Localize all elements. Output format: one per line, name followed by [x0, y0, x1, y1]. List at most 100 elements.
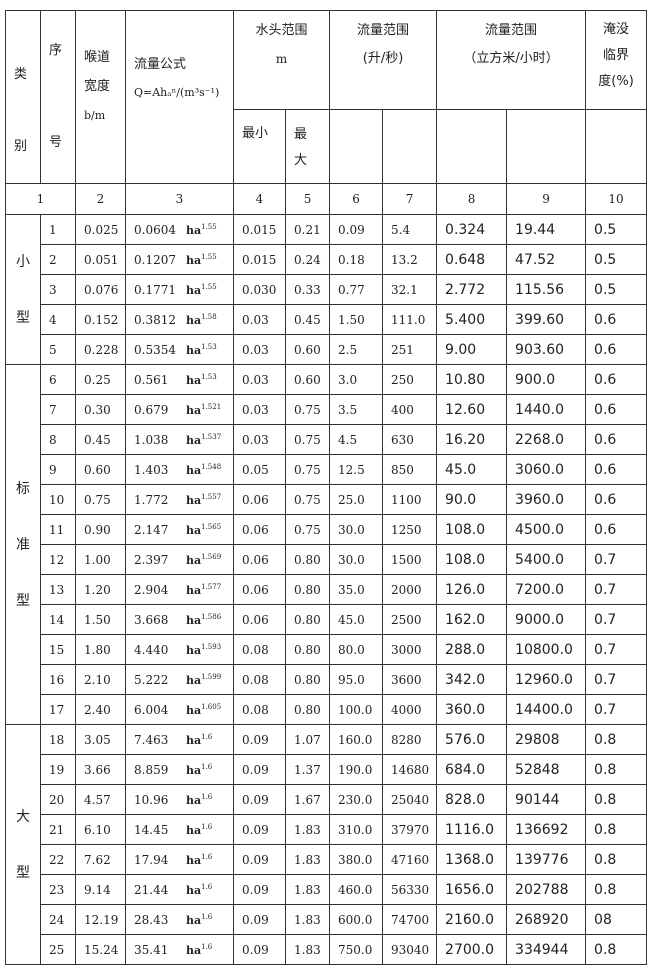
category-cell: 大型 [5, 724, 41, 965]
coefficient: 28.43 [134, 912, 169, 927]
flow-m3h-max-cell: 47.52 [506, 244, 587, 275]
head-max-cell: 0.80 [284, 634, 331, 665]
submergence-cell: 0.6 [585, 364, 648, 395]
formula-cell: 3.668 ha1.586 [125, 604, 234, 635]
flow-ls-max-cell: 1100 [382, 484, 438, 515]
coefficient: 1.038 [134, 432, 169, 447]
formula-cell: 28.43 ha1.6 [125, 904, 234, 935]
exponent: 1.586 [201, 612, 222, 621]
table-row: 15 1.80 4.440 ha1.593 0.08 0.80 80.0 3000 288.0 1… [6, 634, 648, 665]
head-min-cell: 0.03 [233, 304, 286, 335]
exponent: 1.6 [201, 912, 213, 921]
index-cell: 9 [40, 454, 76, 485]
formula-cell: 0.3812 ha1.58 [125, 304, 234, 335]
table-row: 21 6.10 14.45 ha1.6 0.09 1.83 310.0 37970 1116.0… [6, 814, 648, 845]
category-label: 准 [16, 536, 30, 553]
coefficient: 1.403 [134, 462, 169, 477]
head-min-cell: 0.06 [233, 484, 286, 515]
formula-variable: ha [186, 703, 202, 717]
flow-m3h-min-cell: 108.0 [436, 514, 508, 545]
header-text: 水头范围 [255, 23, 308, 38]
header-text: 流量范围 [357, 23, 410, 38]
width-cell: 0.75 [75, 484, 126, 515]
coefficient: 21.44 [134, 882, 169, 897]
flow-ls-min-cell: 30.0 [329, 544, 384, 575]
formula-variable: ha [186, 343, 202, 357]
formula-cell: 21.44 ha1.6 [125, 874, 234, 905]
column-number-row: 1 2 3 4 5 6 7 8 9 10 [5, 183, 648, 215]
flow-m3h-min-cell: 342.0 [436, 664, 508, 695]
table-row: 10 0.75 1.772 ha1.557 0.06 0.75 25.0 1100 90.0 39… [6, 484, 648, 515]
flow-m3h-max-cell: 334944 [506, 934, 587, 965]
submergence-cell: 0.6 [585, 514, 648, 545]
exponent: 1.6 [201, 822, 213, 831]
flow-m3h-min-cell: 1368.0 [436, 844, 508, 875]
formula-cell: 2.397 ha1.569 [125, 544, 234, 575]
submergence-cell: 0.7 [585, 544, 648, 575]
submergence-cell: 0.8 [585, 934, 648, 965]
table-row: 24 12.19 28.43 ha1.6 0.09 1.83 600.0 74700 2160.… [6, 904, 648, 935]
formula-cell: 2.904 ha1.577 [125, 574, 234, 605]
index-cell: 24 [40, 904, 76, 935]
table-row: 19 3.66 8.859 ha1.6 0.09 1.37 190.0 14680 684.0 5… [6, 754, 648, 785]
flow-m3h-min-cell: 1656.0 [436, 874, 508, 905]
flow-m3h-min-cell: 10.80 [436, 364, 508, 395]
exponent: 1.569 [201, 552, 222, 561]
flow-m3h-max-cell: 115.56 [506, 274, 587, 305]
formula-cell: 0.561 ha1.53 [125, 364, 234, 395]
flow-m3h-min-cell: 1116.0 [436, 814, 508, 845]
flow-ls-min-cell: 160.0 [329, 724, 384, 755]
flow-m3h-max-cell: 4500.0 [506, 514, 587, 545]
flow-m3h-max-cell: 90144 [506, 784, 587, 815]
head-min-cell: 0.06 [233, 574, 286, 605]
header-flow-m3h: 流量范围 （立方米/小时） [436, 9, 587, 111]
exponent: 1.55 [201, 222, 217, 231]
submergence-cell: 0.6 [585, 424, 648, 455]
index-cell: 15 [40, 634, 76, 665]
width-cell: 4.57 [75, 784, 126, 815]
exponent: 1.537 [201, 432, 222, 441]
submergence-cell: 0.7 [585, 604, 648, 635]
column-number: 6 [329, 183, 384, 215]
index-cell: 7 [40, 394, 76, 425]
width-cell: 0.025 [75, 214, 126, 245]
flow-m3h-min-cell: 360.0 [436, 694, 508, 725]
flow-m3h-min-cell: 16.20 [436, 424, 508, 455]
coefficient: 6.004 [134, 702, 169, 717]
coefficient: 0.1207 [134, 252, 176, 267]
table-row: 3 0.076 0.1771 ha1.55 0.030 0.33 0.77 32.1 2.772… [6, 274, 648, 305]
empty-cell [329, 109, 384, 184]
head-max-cell: 0.60 [284, 364, 331, 395]
flow-ls-max-cell: 850 [382, 454, 438, 485]
column-number: 9 [506, 183, 587, 215]
exponent: 1.55 [201, 252, 217, 261]
flow-m3h-min-cell: 2700.0 [436, 934, 508, 965]
head-min-cell: 0.09 [233, 784, 286, 815]
flow-ls-min-cell: 190.0 [329, 754, 384, 785]
width-cell: 0.90 [75, 514, 126, 545]
header-text: 喉道 [84, 50, 111, 65]
formula-cell: 1.403 ha1.548 [125, 454, 234, 485]
coefficient: 35.41 [134, 942, 169, 957]
table-row: 9 0.60 1.403 ha1.548 0.05 0.75 12.5 850 45.0 3060… [6, 454, 648, 485]
formula-variable: ha [186, 433, 202, 447]
index-cell: 19 [40, 754, 76, 785]
table-row: 14 1.50 3.668 ha1.586 0.06 0.80 45.0 2500 162.0 9… [6, 604, 648, 635]
submergence-cell: 0.8 [585, 784, 648, 815]
formula-variable: ha [186, 283, 202, 297]
index-cell: 2 [40, 244, 76, 275]
head-max-cell: 1.07 [284, 724, 331, 755]
formula-variable: ha [186, 913, 202, 927]
flow-m3h-min-cell: 2160.0 [436, 904, 508, 935]
flow-m3h-min-cell: 2.772 [436, 274, 508, 305]
width-cell: 9.14 [75, 874, 126, 905]
flow-ls-max-cell: 13.2 [382, 244, 438, 275]
header-text: b/m [84, 109, 106, 122]
header-text: 别 [14, 139, 28, 154]
flow-m3h-max-cell: 10800.0 [506, 634, 587, 665]
flow-ls-min-cell: 80.0 [329, 634, 384, 665]
table-row: 13 1.20 2.904 ha1.577 0.06 0.80 35.0 2000 126.0 7… [6, 574, 648, 605]
width-cell: 2.10 [75, 664, 126, 695]
column-number: 10 [585, 183, 648, 215]
flow-ls-min-cell: 1.50 [329, 304, 384, 335]
